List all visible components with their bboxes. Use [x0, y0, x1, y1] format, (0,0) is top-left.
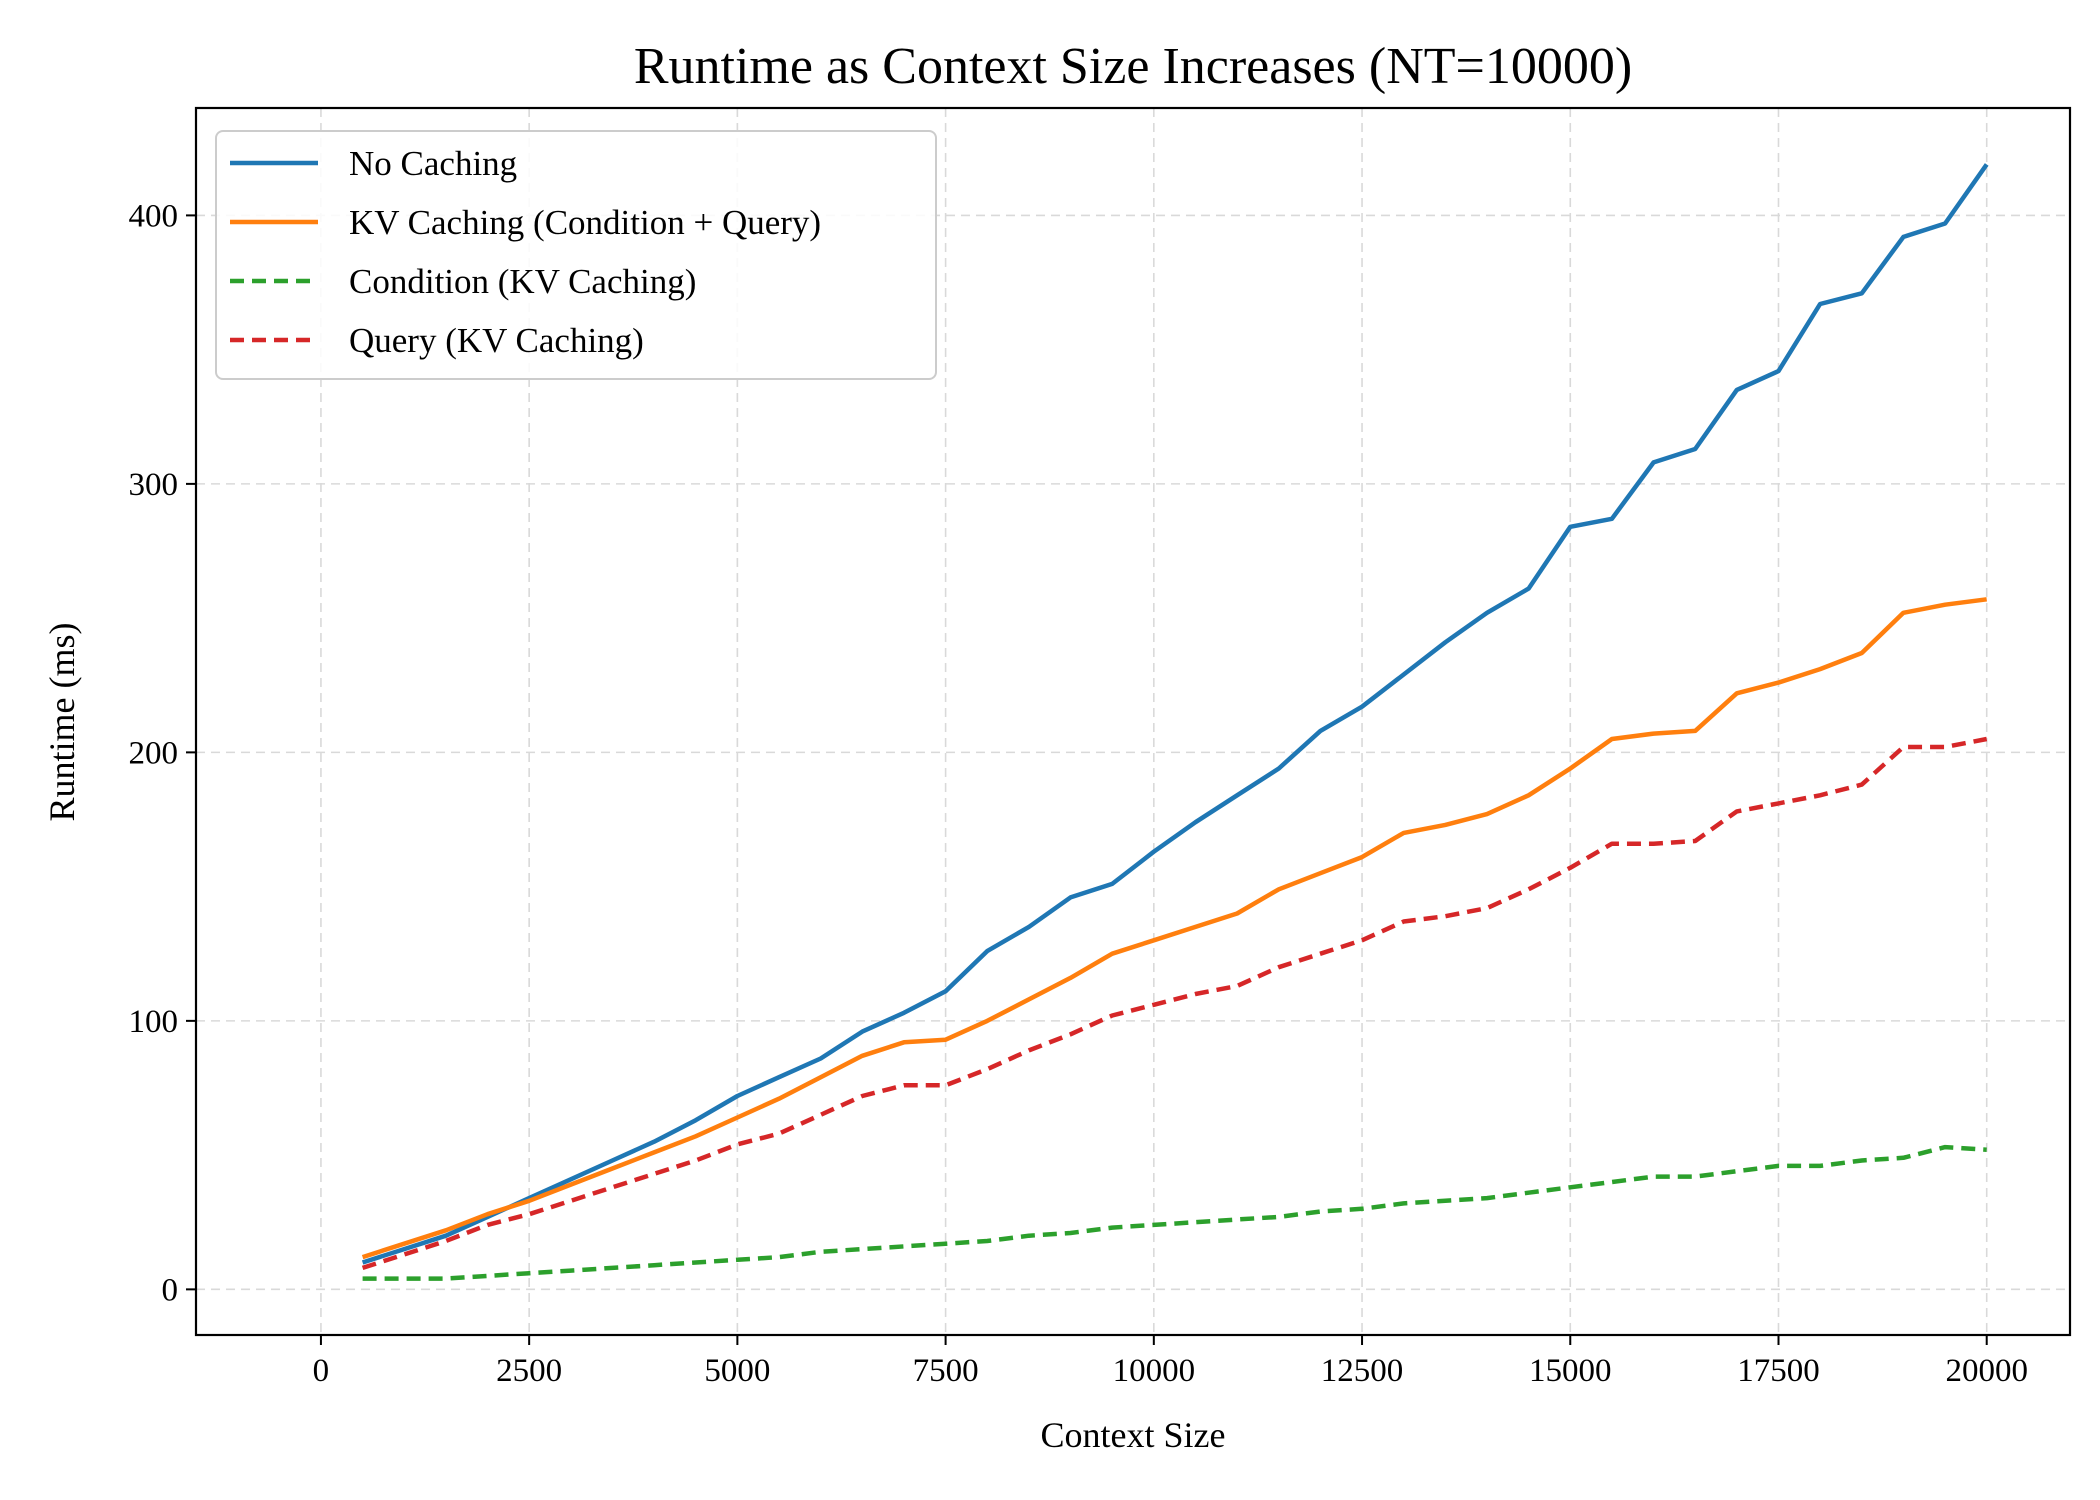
axis-ticks: 0 2500 5000 7500 10000 12500 15000 17500 20000 0 1… — [129, 198, 2028, 1389]
x-tick-label: 10000 — [1113, 1353, 1196, 1389]
y-tick-label: 0 — [162, 1272, 179, 1308]
y-tick-label: 400 — [129, 198, 179, 234]
x-axis-label: Context Size — [1041, 1415, 1226, 1455]
x-tick-label: 17500 — [1737, 1353, 1820, 1389]
series-line-4 — [361, 736, 1988, 1271]
series-line-3 — [362, 1144, 1987, 1281]
legend-label: Query (KV Caching) — [349, 321, 644, 360]
legend-label: KV Caching (Condition + Query) — [349, 203, 821, 242]
chart-title: Runtime as Context Size Increases (NT=10… — [634, 38, 1632, 95]
legend-label: No Caching — [349, 144, 517, 183]
grid — [196, 108, 2070, 1335]
y-tick-label: 100 — [129, 1004, 179, 1040]
y-axis-label: Runtime (ms) — [42, 623, 82, 822]
x-tick-label: 2500 — [496, 1353, 562, 1389]
legend-label: Condition (KV Caching) — [349, 262, 696, 301]
x-tick-label: 15000 — [1529, 1353, 1612, 1389]
plot-frame — [194, 106, 2072, 1337]
series-lines — [361, 163, 1989, 1281]
y-tick-label: 300 — [129, 467, 179, 503]
series-line-1 — [361, 163, 1989, 1265]
x-tick-label: 12500 — [1321, 1353, 1404, 1389]
legend-box — [215, 130, 937, 380]
series-line-2 — [361, 597, 1987, 1260]
x-tick-label: 0 — [313, 1353, 330, 1389]
y-tick-label: 200 — [129, 735, 179, 771]
x-tick-label: 7500 — [913, 1353, 979, 1389]
legend: No Caching KV Caching (Condition + Query)… — [215, 130, 937, 380]
x-tick-label: 20000 — [1945, 1353, 2028, 1389]
x-tick-label: 5000 — [704, 1353, 770, 1389]
